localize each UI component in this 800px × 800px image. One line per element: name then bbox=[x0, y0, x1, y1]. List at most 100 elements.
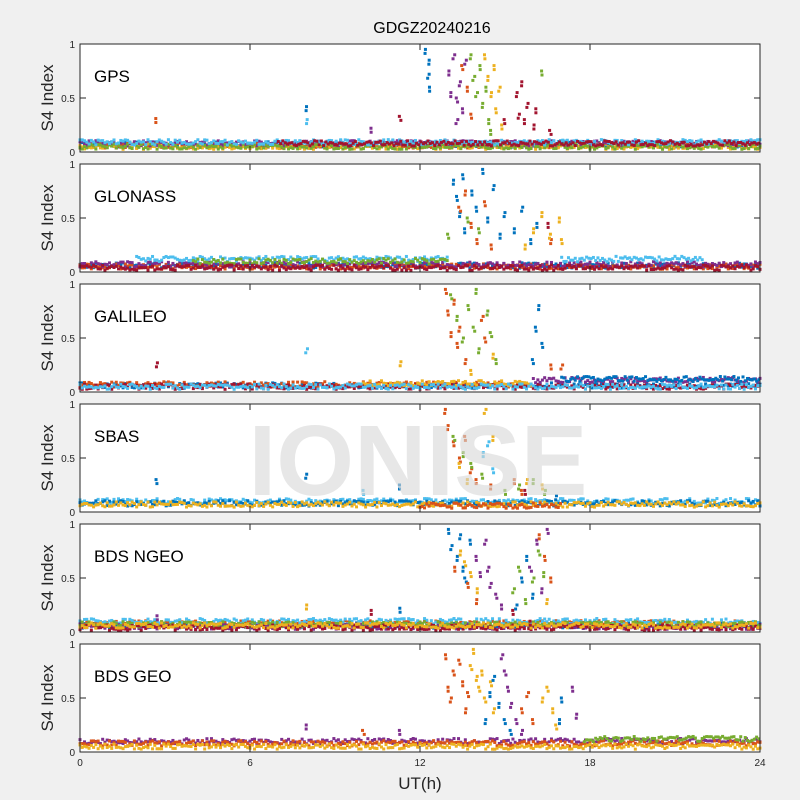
data-point bbox=[327, 146, 331, 150]
data-point bbox=[497, 381, 501, 385]
data-point bbox=[239, 257, 243, 261]
data-point bbox=[393, 383, 397, 387]
data-point bbox=[182, 146, 186, 150]
data-point bbox=[578, 141, 582, 145]
data-point bbox=[545, 387, 549, 391]
data-point bbox=[529, 238, 533, 242]
data-point bbox=[214, 262, 218, 266]
data-point bbox=[441, 145, 445, 149]
data-point bbox=[379, 379, 383, 383]
data-point bbox=[671, 140, 675, 144]
data-point bbox=[714, 140, 718, 144]
data-point bbox=[309, 140, 313, 144]
data-point bbox=[563, 139, 567, 143]
data-point bbox=[255, 385, 259, 389]
data-point bbox=[672, 385, 676, 389]
data-point bbox=[368, 259, 372, 263]
data-point bbox=[713, 143, 717, 147]
data-point bbox=[632, 255, 636, 259]
data-point bbox=[441, 142, 445, 146]
data-point bbox=[596, 377, 600, 381]
data-point bbox=[732, 140, 736, 144]
data-point bbox=[87, 387, 91, 391]
data-point bbox=[351, 141, 355, 145]
data-point bbox=[370, 265, 374, 269]
data-point bbox=[742, 262, 746, 266]
data-point bbox=[203, 265, 207, 269]
data-point bbox=[486, 220, 490, 224]
data-point bbox=[123, 383, 127, 387]
data-point bbox=[141, 266, 145, 270]
data-point bbox=[563, 266, 567, 270]
data-point bbox=[223, 145, 227, 149]
data-point bbox=[530, 142, 534, 146]
data-point bbox=[477, 267, 481, 271]
data-point bbox=[489, 128, 493, 132]
data-point bbox=[332, 258, 336, 262]
data-point bbox=[323, 259, 327, 263]
data-point bbox=[273, 261, 277, 265]
data-point bbox=[751, 267, 755, 271]
data-point bbox=[398, 265, 402, 269]
data-point bbox=[623, 255, 627, 259]
data-point bbox=[154, 121, 158, 125]
data-point bbox=[399, 139, 403, 143]
data-point bbox=[257, 146, 261, 150]
data-point bbox=[495, 387, 499, 391]
data-point bbox=[597, 145, 601, 149]
data-point bbox=[194, 257, 198, 261]
data-point bbox=[588, 262, 592, 266]
data-point bbox=[620, 264, 624, 268]
data-point bbox=[429, 383, 433, 387]
data-point bbox=[464, 58, 468, 62]
data-point bbox=[644, 375, 648, 379]
data-point bbox=[366, 262, 370, 266]
data-point bbox=[132, 384, 136, 388]
data-point bbox=[214, 382, 218, 386]
data-point bbox=[454, 144, 458, 148]
data-point bbox=[697, 265, 701, 269]
data-point bbox=[212, 141, 216, 145]
data-point bbox=[538, 147, 542, 151]
data-point bbox=[520, 265, 524, 269]
data-point bbox=[377, 145, 381, 149]
data-point bbox=[423, 255, 427, 259]
data-point bbox=[685, 140, 689, 144]
data-point bbox=[722, 383, 726, 387]
data-point bbox=[255, 147, 259, 151]
data-point bbox=[209, 141, 213, 145]
data-point bbox=[590, 263, 594, 267]
data-point bbox=[241, 384, 245, 388]
data-point bbox=[257, 255, 261, 259]
data-point bbox=[641, 258, 645, 262]
data-point bbox=[350, 384, 354, 388]
data-point bbox=[407, 387, 411, 391]
data-point bbox=[753, 383, 757, 387]
data-point bbox=[92, 146, 96, 150]
data-point bbox=[690, 261, 694, 265]
data-point bbox=[472, 384, 476, 388]
data-point bbox=[384, 387, 388, 391]
data-point bbox=[629, 267, 633, 271]
data-point bbox=[225, 383, 229, 387]
data-point bbox=[690, 139, 694, 143]
data-point bbox=[171, 147, 175, 151]
data-point bbox=[98, 143, 102, 147]
data-point bbox=[540, 139, 544, 143]
data-point bbox=[447, 69, 451, 73]
data-point bbox=[441, 384, 445, 388]
data-point bbox=[477, 263, 481, 267]
data-point bbox=[232, 387, 236, 391]
data-point bbox=[701, 265, 705, 269]
data-point bbox=[534, 107, 538, 111]
data-point bbox=[756, 265, 760, 269]
data-point bbox=[555, 142, 559, 146]
data-point bbox=[495, 267, 499, 271]
data-point bbox=[409, 381, 413, 385]
data-point bbox=[434, 142, 438, 146]
data-point bbox=[319, 139, 323, 143]
data-point bbox=[712, 139, 716, 143]
data-point bbox=[527, 145, 531, 149]
data-point bbox=[87, 145, 91, 149]
